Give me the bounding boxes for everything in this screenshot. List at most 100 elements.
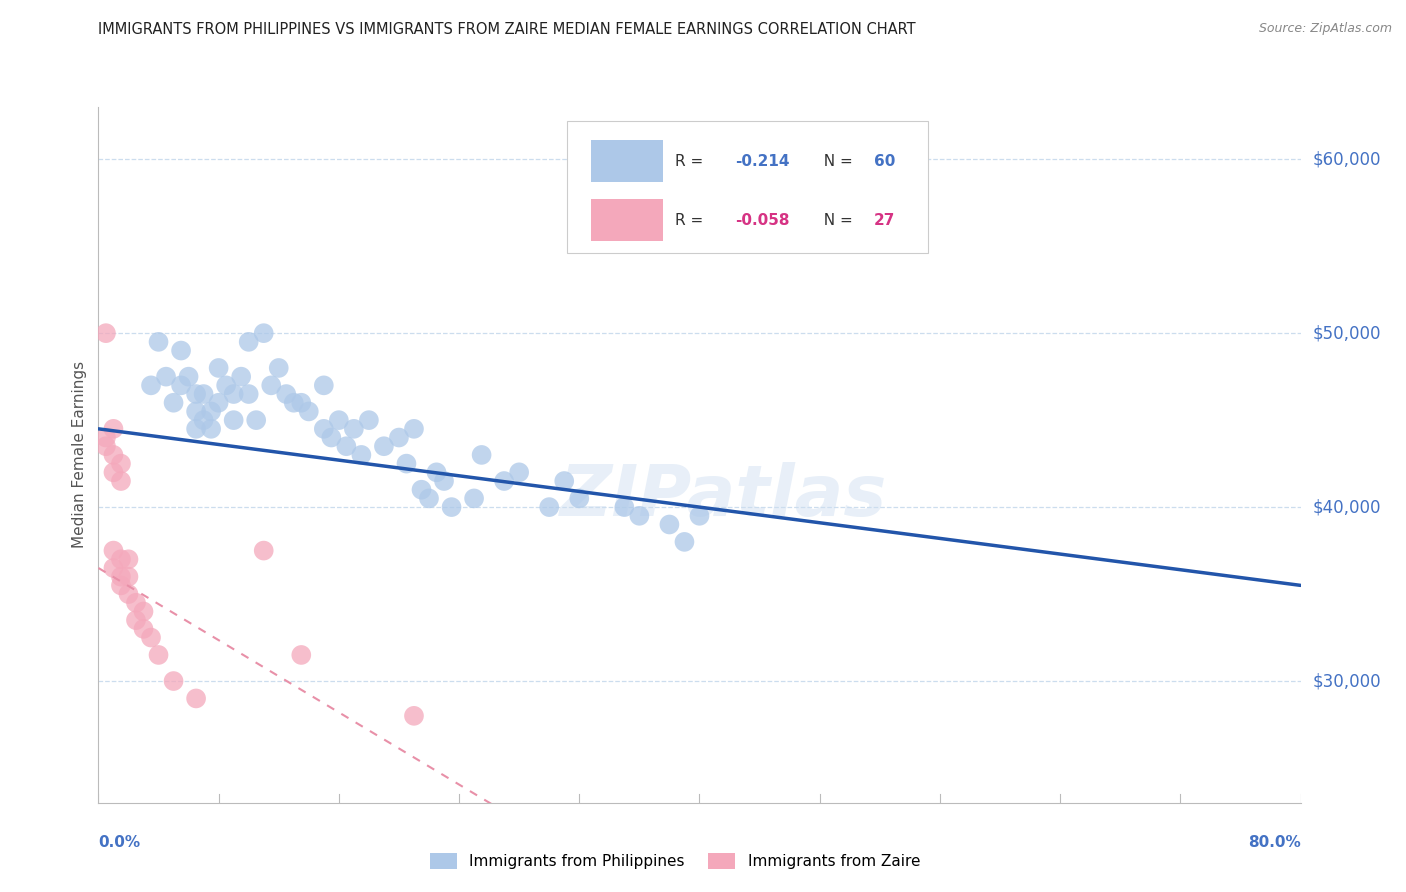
Point bbox=[103, 561, 125, 575]
Point bbox=[94, 439, 117, 453]
Point bbox=[508, 466, 530, 480]
Point bbox=[117, 552, 139, 566]
Point bbox=[162, 396, 184, 410]
Point bbox=[117, 587, 139, 601]
Text: Source: ZipAtlas.com: Source: ZipAtlas.com bbox=[1258, 22, 1392, 36]
Point bbox=[110, 570, 132, 584]
Point bbox=[290, 648, 312, 662]
Point bbox=[110, 578, 132, 592]
Point bbox=[253, 326, 276, 341]
Point bbox=[267, 361, 290, 376]
Text: 80.0%: 80.0% bbox=[1247, 836, 1301, 850]
Point bbox=[170, 343, 193, 358]
Point bbox=[463, 491, 485, 506]
Point bbox=[110, 474, 132, 488]
Point bbox=[276, 387, 298, 401]
Text: 27: 27 bbox=[873, 212, 896, 227]
Point bbox=[402, 709, 425, 723]
Text: IMMIGRANTS FROM PHILIPPINES VS IMMIGRANTS FROM ZAIRE MEDIAN FEMALE EARNINGS CORR: IMMIGRANTS FROM PHILIPPINES VS IMMIGRANT… bbox=[98, 22, 917, 37]
Point bbox=[321, 431, 343, 445]
Point bbox=[283, 396, 305, 410]
Point bbox=[343, 422, 366, 436]
Point bbox=[193, 387, 215, 401]
Point bbox=[231, 369, 253, 384]
Point bbox=[238, 334, 260, 349]
Text: R =: R = bbox=[675, 212, 709, 227]
Y-axis label: Median Female Earnings: Median Female Earnings bbox=[72, 361, 87, 549]
Point bbox=[290, 396, 312, 410]
Point bbox=[184, 422, 207, 436]
Point bbox=[628, 508, 651, 523]
Text: ZIPatlas: ZIPatlas bbox=[560, 462, 887, 531]
Legend: Immigrants from Philippines, Immigrants from Zaire: Immigrants from Philippines, Immigrants … bbox=[423, 847, 927, 875]
Point bbox=[471, 448, 494, 462]
Point bbox=[184, 387, 207, 401]
FancyBboxPatch shape bbox=[592, 199, 664, 241]
Point bbox=[411, 483, 433, 497]
Point bbox=[155, 369, 177, 384]
Point bbox=[222, 413, 245, 427]
Text: R =: R = bbox=[675, 153, 709, 169]
Point bbox=[260, 378, 283, 392]
Point bbox=[388, 431, 411, 445]
Point bbox=[440, 500, 463, 515]
Point bbox=[132, 622, 155, 636]
Text: $30,000: $30,000 bbox=[1313, 672, 1381, 690]
Point bbox=[568, 491, 591, 506]
Text: $50,000: $50,000 bbox=[1313, 324, 1381, 343]
Point bbox=[184, 691, 207, 706]
Point bbox=[350, 448, 373, 462]
Point bbox=[253, 543, 276, 558]
Point bbox=[125, 613, 148, 627]
Point bbox=[177, 369, 200, 384]
Point bbox=[103, 422, 125, 436]
Point bbox=[200, 404, 222, 418]
Point bbox=[215, 378, 238, 392]
Point bbox=[245, 413, 267, 427]
Point bbox=[132, 605, 155, 619]
Point bbox=[208, 396, 231, 410]
Point bbox=[148, 648, 170, 662]
Point bbox=[103, 448, 125, 462]
Point bbox=[688, 508, 710, 523]
FancyBboxPatch shape bbox=[567, 121, 928, 253]
Point bbox=[94, 326, 117, 341]
Point bbox=[184, 404, 207, 418]
Point bbox=[673, 535, 696, 549]
Point bbox=[110, 457, 132, 471]
Point bbox=[162, 674, 184, 689]
Text: 60: 60 bbox=[873, 153, 896, 169]
Point bbox=[125, 596, 148, 610]
Point bbox=[425, 466, 447, 480]
Point bbox=[312, 378, 335, 392]
Point bbox=[200, 422, 222, 436]
Point bbox=[208, 361, 231, 376]
Point bbox=[373, 439, 395, 453]
Point bbox=[238, 387, 260, 401]
Point bbox=[312, 422, 335, 436]
Point bbox=[139, 378, 162, 392]
Text: $60,000: $60,000 bbox=[1313, 150, 1381, 169]
Point bbox=[148, 334, 170, 349]
Point bbox=[328, 413, 350, 427]
FancyBboxPatch shape bbox=[592, 140, 664, 182]
Point bbox=[193, 413, 215, 427]
Point bbox=[335, 439, 357, 453]
Point bbox=[103, 543, 125, 558]
Point bbox=[94, 431, 117, 445]
Text: N =: N = bbox=[814, 212, 858, 227]
Point bbox=[494, 474, 516, 488]
Point bbox=[402, 422, 425, 436]
Text: N =: N = bbox=[814, 153, 858, 169]
Point bbox=[357, 413, 380, 427]
Point bbox=[433, 474, 456, 488]
Point bbox=[222, 387, 245, 401]
Text: $40,000: $40,000 bbox=[1313, 498, 1381, 516]
Point bbox=[658, 517, 681, 532]
Point bbox=[298, 404, 321, 418]
Point bbox=[139, 631, 162, 645]
Point bbox=[170, 378, 193, 392]
Point bbox=[117, 570, 139, 584]
Point bbox=[395, 457, 418, 471]
Text: -0.214: -0.214 bbox=[735, 153, 790, 169]
